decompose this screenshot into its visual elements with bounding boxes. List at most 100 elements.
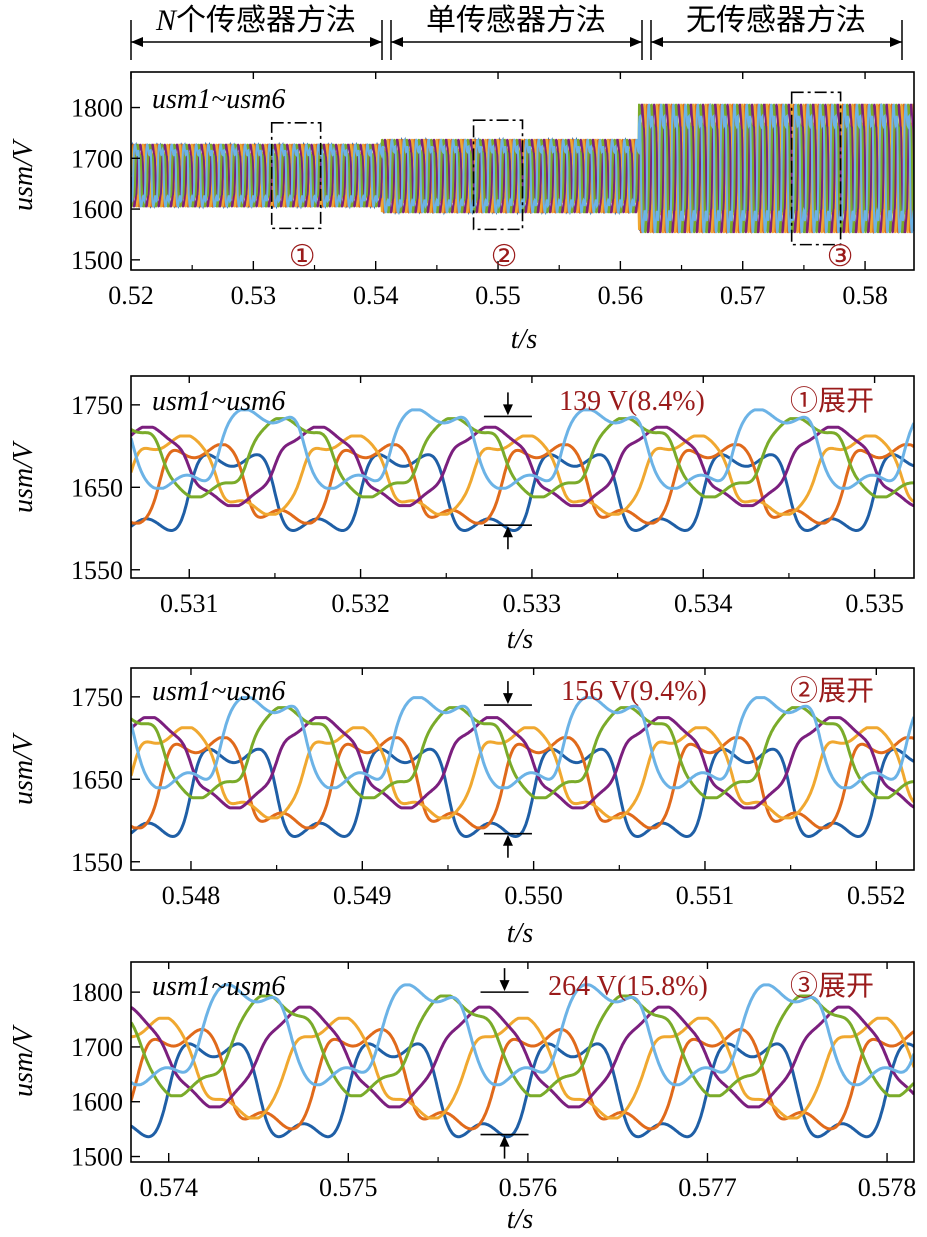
x-tick-label: 0.54 <box>353 281 399 310</box>
x-tick-label: 0.575 <box>319 1173 378 1202</box>
zoom2-ticks: 0.548 0.549 0.550 0.551 0.552 1550 1650 1750 <box>71 668 906 910</box>
zoom-box-3 <box>790 91 842 246</box>
x-tick-label: 0.58 <box>842 281 888 310</box>
x-tick-label: 0.531 <box>160 589 219 618</box>
overview-ticks: 0.52 0.53 0.54 0.55 0.56 0.57 0.58 1500 1600 1700… <box>71 72 888 310</box>
zoom3-annotation-tag: ③展开 <box>790 970 874 1002</box>
x-tick-label: 0.551 <box>676 881 735 910</box>
series-line-usm1 <box>131 1042 914 1139</box>
y-tick-label: 1600 <box>71 1088 123 1117</box>
zoom3-annotation-text: 264 V(15.8%) <box>548 971 708 1002</box>
y-tick-label: 1500 <box>71 1143 123 1172</box>
x-tick-label: 0.548 <box>162 881 221 910</box>
x-tick-label: 0.576 <box>499 1173 558 1202</box>
method-segment-1: N个传感器方法 <box>130 4 383 60</box>
zoom2-annotation <box>483 681 532 858</box>
method-label-1: N个传感器方法 <box>155 4 356 37</box>
y-tick-label: 1750 <box>71 683 123 712</box>
overview-panel: 0.52 0.53 0.54 0.55 0.56 0.57 0.58 1500 1600 1700… <box>8 71 915 355</box>
method-segment-2: 单传感器方法 <box>390 4 643 60</box>
y-tick-label: 1550 <box>71 848 123 877</box>
series-line-usm3 <box>131 434 914 516</box>
series-line-usm3 <box>131 726 914 820</box>
range-bottom-arrow <box>502 834 513 846</box>
method-label-2: 单传感器方法 <box>426 4 606 37</box>
zoom3-legend: usm1~usm6 <box>152 971 285 1002</box>
zoom3-panel: 0.574 0.575 0.576 0.577 0.578 1500 1600 1700 180… <box>8 961 916 1235</box>
zoom1-ticks: 0.531 0.532 0.533 0.534 0.535 1550 1650 1750 <box>71 376 904 618</box>
x-tick-label: 0.574 <box>139 1173 198 1202</box>
series-line-usm4 <box>131 425 914 508</box>
x-tick-label: 0.578 <box>858 1173 917 1202</box>
zoom1-ylabel: usm/V <box>8 440 39 513</box>
x-tick-label: 0.56 <box>598 281 644 310</box>
y-tick-label: 1650 <box>71 473 123 502</box>
zoom2-panel: 0.548 0.549 0.550 0.551 0.552 1550 1650 1750 us… <box>8 667 915 949</box>
zoom-box-1 <box>270 121 322 230</box>
method-header: N个传感器方法 单传感器方法 无传感器方法 <box>130 4 903 60</box>
series-line-usm3 <box>131 1016 914 1120</box>
method-text-1: 个传感器方法 <box>176 4 356 37</box>
overview-legend: usm1~usm6 <box>152 84 285 115</box>
range-top-arrow <box>502 693 513 705</box>
x-tick-label: 0.57 <box>720 281 766 310</box>
method-segment-3: 无传感器方法 <box>650 4 903 60</box>
zoom2-xlabel: t/s <box>507 918 534 949</box>
series-line-usm1 <box>131 747 914 839</box>
overview-plot-frame <box>130 71 915 271</box>
series-line-usm5 <box>131 994 914 1098</box>
x-tick-label: 0.533 <box>503 589 562 618</box>
zoom-box-label-2: ② <box>491 240 518 273</box>
series-line-usm6 <box>131 408 914 490</box>
zoom1-annotation-tag: ①展开 <box>790 385 874 417</box>
zoom2-series <box>131 696 914 839</box>
range-top-arrow <box>502 404 513 416</box>
zoom3-xlabel: t/s <box>507 1204 534 1235</box>
y-tick-label: 1700 <box>71 144 123 173</box>
x-tick-label: 0.52 <box>108 281 154 310</box>
x-tick-label: 0.535 <box>845 589 904 618</box>
zoom2-annotation-text: 156 V(9.4%) <box>561 676 707 707</box>
zoom1-legend: usm1~usm6 <box>152 386 285 417</box>
overview-legend-text: usm1~usm6 <box>152 84 285 115</box>
series-line-usm2 <box>131 1027 914 1131</box>
x-tick-label: 0.550 <box>504 881 563 910</box>
zoom3-ticks: 0.574 0.575 0.576 0.577 0.578 1500 1600 1700 180… <box>71 962 916 1202</box>
series-line-usm6 <box>131 983 914 1087</box>
zoom2-legend: usm1~usm6 <box>152 676 285 707</box>
x-tick-label: 0.55 <box>475 281 521 310</box>
overview-ylabel: usm/V <box>8 138 39 211</box>
y-tick-label: 1650 <box>71 765 123 794</box>
y-tick-label: 1750 <box>71 391 123 420</box>
zoom1-panel: 0.531 0.532 0.533 0.534 0.535 1550 1650 1750 us… <box>8 375 915 655</box>
zoom3-ylabel: usm/V <box>8 1024 39 1097</box>
zoom3-annotation <box>480 968 529 1159</box>
zoom-box-label-1: ① <box>289 240 316 273</box>
x-tick-label: 0.532 <box>331 589 390 618</box>
zoom1-annotation-text: 139 V(8.4%) <box>559 386 705 417</box>
x-tick-label: 0.552 <box>847 881 906 910</box>
series-line-usm4 <box>131 1005 914 1109</box>
series-line-usm6 <box>131 696 914 790</box>
y-tick-label: 1550 <box>71 556 123 585</box>
zoom2-annotation-tag: ②展开 <box>790 675 874 707</box>
series-line-usm4 <box>131 716 914 810</box>
x-tick-label: 0.549 <box>333 881 392 910</box>
y-tick-label: 1500 <box>71 246 123 275</box>
y-tick-label: 1600 <box>71 195 123 224</box>
series-line-usm6 <box>131 103 914 234</box>
x-tick-label: 0.534 <box>674 589 733 618</box>
overview-xlabel: t/s <box>511 324 538 355</box>
overview-zoom-boxes: ① ② ③ <box>270 91 854 273</box>
zoom3-plot-frame <box>130 961 915 1163</box>
range-bottom-arrow <box>499 1135 510 1147</box>
zoom1-plot-frame <box>130 375 915 579</box>
range-top-arrow <box>499 980 510 992</box>
series-line-usm1 <box>131 453 914 532</box>
method-label-3: 无传感器方法 <box>686 4 866 37</box>
y-tick-label: 1800 <box>71 94 123 123</box>
method-prefix-1: N <box>155 4 178 37</box>
zoom-box-2 <box>472 119 524 231</box>
x-tick-label: 0.53 <box>231 281 277 310</box>
